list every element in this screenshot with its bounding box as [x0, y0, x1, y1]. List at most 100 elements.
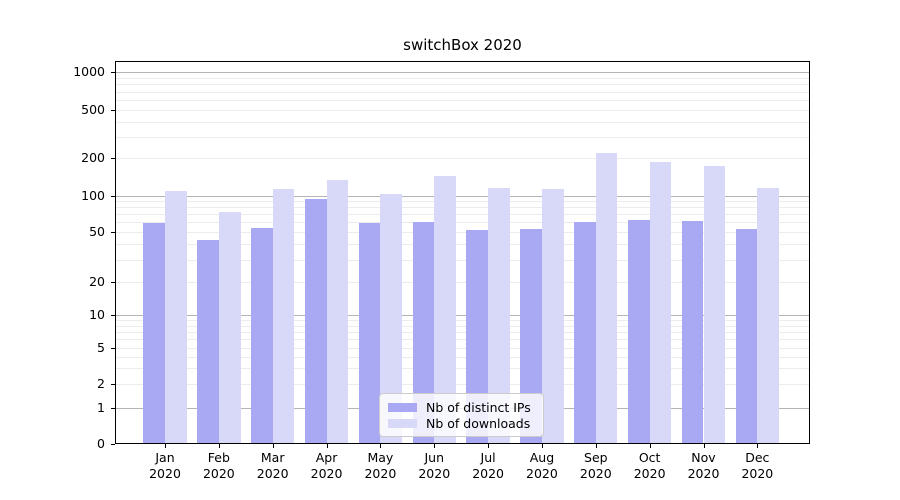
legend-item: Nb of downloads	[388, 415, 535, 431]
bar-distinct-ips-nov	[681, 221, 704, 444]
bar-distinct-ips-sep	[574, 222, 596, 444]
minor-gridline	[115, 259, 810, 261]
bar-downloads-apr	[326, 180, 349, 444]
x-tick-label: Sep 2020	[579, 450, 612, 481]
y-tick-mark	[111, 444, 115, 445]
major-gridline	[115, 72, 810, 74]
y-tick-mark	[111, 196, 115, 197]
minor-gridline	[115, 356, 810, 358]
bar-downloads-mar	[272, 188, 295, 444]
y-tick-mark	[111, 347, 115, 349]
y-tick-label: 10	[89, 307, 105, 322]
minor-gridline	[115, 121, 810, 123]
minor-gridline	[115, 78, 810, 80]
x-tick-label: Jul 2020	[472, 450, 504, 481]
bar-downloads-jun	[434, 175, 456, 444]
bar-downloads-sep	[595, 153, 618, 444]
minor-gridline	[115, 319, 810, 321]
bar-distinct-ips-apr	[304, 199, 327, 444]
x-tick-label: Feb 2020	[202, 450, 235, 481]
minor-gridline	[115, 384, 810, 386]
x-tick-label: Nov 2020	[687, 450, 720, 481]
minor-gridline	[115, 201, 810, 203]
bar-downloads-may	[380, 194, 403, 444]
x-tick-label: Aug 2020	[526, 450, 558, 481]
bar-downloads-aug	[541, 188, 564, 444]
x-tick-label: Oct 2020	[633, 450, 666, 481]
minor-gridline	[115, 207, 810, 209]
y-tick-label: 20	[89, 273, 105, 289]
minor-gridline	[115, 222, 810, 224]
y-tick-mark	[111, 72, 115, 74]
x-tick-mark	[649, 444, 651, 448]
bar-downloads-oct	[649, 161, 672, 444]
y-tick-mark	[111, 408, 115, 410]
x-tick-mark	[488, 444, 490, 448]
x-tick-mark	[272, 444, 274, 448]
x-tick-mark	[218, 444, 220, 448]
bar-downloads-jan	[165, 190, 187, 444]
y-tick-label: 200	[81, 150, 105, 166]
y-tick-label: 1	[97, 400, 105, 416]
minor-gridline	[115, 368, 810, 370]
x-tick-mark	[757, 444, 759, 448]
y-tick-mark	[111, 158, 115, 160]
bar-distinct-ips-jul	[466, 229, 489, 444]
major-gridline	[115, 315, 810, 316]
bar-distinct-ips-dec	[735, 228, 758, 444]
minor-gridline	[115, 325, 810, 327]
minor-gridline	[115, 136, 810, 138]
x-tick-label: Dec 2020	[741, 450, 774, 481]
bar-downloads-feb	[218, 212, 241, 444]
legend-swatch-downloads-icon	[388, 418, 417, 428]
x-tick-label: May 2020	[364, 450, 397, 481]
minor-gridline	[115, 214, 810, 216]
y-tick-label: 5	[97, 339, 105, 355]
y-tick-label: 0	[97, 436, 105, 451]
minor-gridline	[115, 243, 810, 245]
legend-label: Nb of distinct IPs	[426, 399, 531, 415]
x-tick-mark	[595, 444, 597, 448]
chart-title: switchBox 2020	[403, 36, 522, 54]
y-tick-label: 500	[81, 102, 105, 117]
y-tick-mark	[111, 315, 115, 316]
bar-distinct-ips-oct	[627, 219, 650, 444]
minor-gridline	[115, 331, 810, 333]
minor-gridline	[115, 231, 810, 233]
x-tick-label: Jun 2020	[418, 450, 451, 481]
bar-distinct-ips-aug	[520, 228, 542, 444]
x-tick-mark	[165, 444, 166, 448]
plot-area	[115, 61, 810, 444]
y-tick-label: 100	[81, 188, 105, 203]
x-tick-mark	[380, 444, 382, 448]
minor-gridline	[115, 110, 810, 111]
minor-gridline	[115, 100, 810, 102]
minor-gridline	[115, 339, 810, 341]
x-tick-mark	[541, 444, 543, 448]
minor-gridline	[115, 84, 810, 86]
x-tick-mark	[434, 444, 436, 448]
minor-gridline	[115, 347, 810, 349]
bar-distinct-ips-mar	[251, 227, 273, 444]
bar-distinct-ips-jan	[143, 223, 165, 444]
y-tick-mark	[111, 110, 115, 111]
x-tick-label: Mar 2020	[256, 450, 289, 481]
minor-gridline	[115, 158, 810, 160]
legend-item: Nb of distinct IPs	[388, 399, 535, 415]
bar-downloads-dec	[757, 188, 780, 444]
y-tick-mark	[111, 231, 115, 233]
x-tick-label: Jan 2020	[149, 450, 181, 481]
bar-distinct-ips-jun	[412, 222, 435, 444]
major-gridline	[115, 196, 810, 197]
bar-distinct-ips-may	[358, 223, 381, 444]
y-tick-mark	[111, 281, 115, 283]
y-tick-label: 50	[89, 223, 105, 239]
bar-downloads-nov	[703, 165, 726, 444]
legend-swatch-distinct-ips-icon	[388, 402, 417, 412]
minor-gridline	[115, 91, 810, 93]
legend: Nb of distinct IPs Nb of downloads	[379, 393, 544, 437]
x-tick-mark	[703, 444, 705, 448]
x-tick-label: Apr 2020	[310, 450, 343, 481]
bar-distinct-ips-feb	[197, 239, 219, 444]
y-tick-label: 2	[97, 376, 105, 392]
